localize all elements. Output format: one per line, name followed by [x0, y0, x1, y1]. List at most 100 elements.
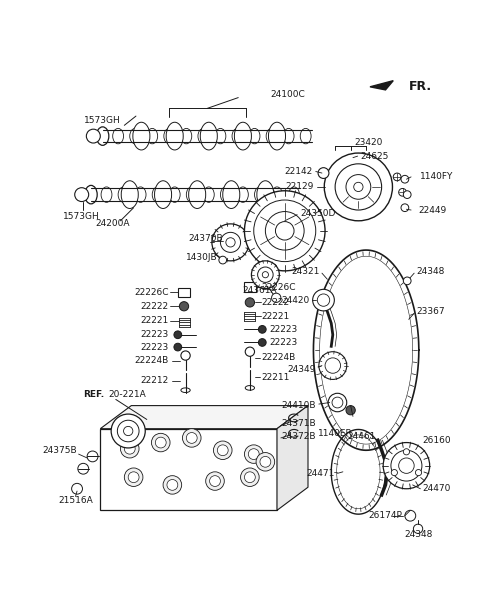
Ellipse shape	[204, 187, 214, 202]
Ellipse shape	[300, 128, 311, 144]
Circle shape	[319, 351, 347, 379]
Ellipse shape	[130, 128, 141, 144]
Circle shape	[391, 451, 422, 481]
Text: 24200A: 24200A	[96, 219, 130, 229]
Circle shape	[272, 293, 281, 302]
Circle shape	[181, 351, 190, 360]
Text: 23367: 23367	[417, 307, 445, 316]
Ellipse shape	[152, 187, 163, 202]
Circle shape	[383, 443, 430, 489]
Text: 1430JB: 1430JB	[186, 254, 217, 262]
FancyBboxPatch shape	[244, 282, 256, 292]
Ellipse shape	[249, 128, 260, 144]
Circle shape	[212, 224, 249, 261]
Circle shape	[226, 238, 235, 247]
Text: 22223: 22223	[140, 330, 168, 339]
Text: 24471: 24471	[307, 469, 335, 478]
Ellipse shape	[147, 128, 157, 144]
Text: 24461: 24461	[348, 432, 376, 441]
Circle shape	[258, 267, 273, 282]
Circle shape	[248, 449, 259, 460]
Text: 1573GH: 1573GH	[63, 212, 100, 221]
Circle shape	[324, 153, 393, 221]
Circle shape	[328, 393, 347, 412]
Circle shape	[401, 204, 409, 212]
Text: 22449: 22449	[418, 206, 446, 215]
Circle shape	[346, 406, 355, 415]
Text: 24348: 24348	[404, 530, 432, 539]
Text: 24100C: 24100C	[271, 90, 306, 99]
Circle shape	[254, 200, 316, 261]
Ellipse shape	[234, 122, 252, 150]
Circle shape	[244, 445, 263, 463]
Ellipse shape	[169, 187, 180, 202]
Circle shape	[265, 212, 304, 250]
Text: 24361A: 24361A	[242, 286, 277, 295]
Circle shape	[391, 469, 397, 475]
Circle shape	[245, 298, 254, 307]
Circle shape	[206, 472, 224, 490]
Text: 22224B: 22224B	[262, 353, 296, 362]
Circle shape	[180, 302, 189, 311]
Text: 24625: 24625	[360, 151, 389, 161]
Circle shape	[399, 458, 414, 474]
Ellipse shape	[96, 127, 109, 145]
Circle shape	[276, 221, 294, 240]
Circle shape	[413, 524, 423, 533]
Circle shape	[174, 331, 181, 339]
Text: 26160: 26160	[423, 436, 451, 444]
Circle shape	[152, 434, 170, 452]
Text: 22224B: 22224B	[134, 356, 168, 365]
Circle shape	[75, 188, 89, 201]
Text: 22223: 22223	[269, 325, 298, 334]
Ellipse shape	[266, 128, 277, 144]
Polygon shape	[277, 406, 308, 510]
Polygon shape	[100, 429, 277, 510]
Text: 1573GH: 1573GH	[84, 116, 120, 125]
Ellipse shape	[155, 181, 172, 209]
Ellipse shape	[232, 128, 243, 144]
Circle shape	[245, 347, 254, 356]
Circle shape	[124, 443, 135, 454]
Ellipse shape	[200, 122, 217, 150]
Circle shape	[167, 480, 178, 490]
Circle shape	[124, 468, 143, 486]
Text: 22226C: 22226C	[134, 288, 168, 297]
Circle shape	[354, 182, 363, 192]
Circle shape	[156, 437, 166, 448]
Text: 24321: 24321	[291, 267, 320, 276]
Text: 22223: 22223	[269, 338, 298, 347]
Text: 1140ER: 1140ER	[318, 429, 352, 438]
Text: 24348: 24348	[417, 267, 445, 276]
Ellipse shape	[272, 187, 282, 202]
Circle shape	[186, 432, 197, 443]
Ellipse shape	[85, 185, 97, 204]
Text: 24410B: 24410B	[281, 401, 316, 410]
Ellipse shape	[186, 187, 197, 202]
Circle shape	[117, 420, 139, 442]
Circle shape	[244, 191, 325, 271]
Circle shape	[258, 325, 266, 333]
Circle shape	[401, 175, 409, 183]
Ellipse shape	[121, 181, 138, 209]
Text: 22212: 22212	[140, 376, 168, 385]
Text: 23420: 23420	[355, 138, 383, 147]
Circle shape	[403, 449, 409, 455]
Text: 22221: 22221	[140, 316, 168, 325]
Ellipse shape	[268, 122, 286, 150]
Circle shape	[87, 451, 98, 462]
Text: 22221: 22221	[262, 312, 290, 321]
Text: 24370B: 24370B	[188, 234, 223, 243]
Circle shape	[128, 472, 139, 483]
Circle shape	[120, 440, 139, 458]
Ellipse shape	[245, 385, 254, 390]
Ellipse shape	[238, 187, 248, 202]
Text: 20-221A: 20-221A	[108, 390, 146, 399]
Ellipse shape	[257, 181, 274, 209]
Circle shape	[260, 457, 271, 467]
Text: 22226C: 22226C	[262, 283, 296, 291]
Ellipse shape	[113, 128, 123, 144]
Text: 24470: 24470	[423, 484, 451, 493]
Circle shape	[262, 272, 268, 278]
Circle shape	[405, 510, 416, 521]
